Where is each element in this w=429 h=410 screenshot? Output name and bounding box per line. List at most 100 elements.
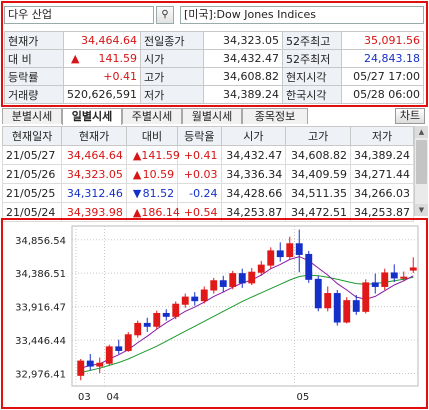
cell-low: 34,271.44 (350, 164, 414, 184)
cell-high: 34,608.82 (285, 145, 352, 165)
col-diff[interactable]: 대비 (125, 126, 179, 146)
candle-down (295, 243, 303, 255)
price-chart[interactable]: 34,856.54 34,386.51 33,916.47 33,446.44 32,9… (4, 222, 424, 406)
symbol-input[interactable]: 다우 산업 (4, 6, 154, 24)
table-row[interactable]: 21/05/26 34,323.05 ▲ 10.59 +0.03 34,336.34 34,… (1, 164, 414, 184)
x-tick-label: 04 (107, 392, 120, 403)
candle-down (115, 346, 123, 351)
chart-button[interactable]: 차트 (395, 108, 425, 124)
open-label: 시가 (140, 49, 204, 68)
cell-low: 34,253.87 (350, 202, 414, 222)
cell-high: 34,409.59 (285, 164, 352, 184)
cell-low: 34,266.03 (350, 183, 414, 203)
candle-up (77, 360, 85, 376)
tab-daily[interactable]: 일별시세 (62, 108, 122, 125)
plot-area (71, 225, 419, 387)
table-row[interactable]: 21/05/25 34,312.46 ▼ 81.52 -0.24 34,428.66 34,… (1, 183, 414, 203)
scroll-thumb[interactable] (416, 140, 427, 184)
cell-low: 34,389.24 (350, 145, 414, 165)
tab-bar: 분별시세 일별시세 주별시세 월별시세 종목정보 차트 (0, 108, 429, 125)
w52-low-label: 52주최저 (282, 49, 342, 68)
rate-label: 등락률 (4, 67, 64, 86)
candle-up (286, 243, 294, 258)
cell-high: 34,511.35 (285, 183, 352, 203)
tab-info[interactable]: 종목정보 (242, 108, 308, 124)
candle-up (400, 276, 408, 279)
cell-date: 21/05/25 (1, 183, 63, 203)
candle-down (86, 360, 94, 367)
x-tick-label: 05 (297, 392, 310, 403)
y-tick-label: 34,856.54 (15, 236, 66, 247)
low-value: 34,389.24 (203, 85, 283, 104)
tab-monthly[interactable]: 월별시세 (182, 108, 242, 124)
tab-minute[interactable]: 분별시세 (2, 108, 62, 124)
cell-close: 34,393.98 (61, 202, 127, 222)
high-value: 34,608.82 (203, 67, 283, 86)
candle-up (409, 267, 417, 271)
col-open[interactable]: 시가 (220, 126, 287, 146)
w52-low-value: 24,843.18 (341, 49, 424, 68)
candle-down (371, 282, 379, 287)
prev-close-value: 34,323.05 (203, 31, 283, 50)
change-label: 대 비 (4, 49, 64, 68)
current-value: 34,464.64 (63, 31, 141, 50)
col-close[interactable]: 현재가 (61, 126, 127, 146)
candle-down (162, 312, 170, 317)
candle-down (191, 296, 199, 302)
scroll-up-icon[interactable]: ▲ (415, 126, 428, 138)
candle-up (343, 300, 351, 323)
candle-up (181, 296, 189, 305)
candle-up (324, 293, 332, 309)
scroll-down-icon[interactable]: ▼ (415, 204, 428, 216)
cell-rate: +0.03 (177, 164, 222, 184)
col-low[interactable]: 저가 (350, 126, 414, 146)
volume-value: 520,626,591 (63, 85, 141, 104)
candle-up (172, 303, 180, 317)
candle-down (333, 293, 341, 323)
cell-open: 34,253.87 (220, 202, 287, 222)
prev-close-label: 전일종가 (140, 31, 204, 50)
candle-down (143, 322, 151, 327)
ma-long-line (80, 274, 414, 373)
candle-down (352, 300, 360, 312)
cell-rate: -0.24 (177, 183, 222, 203)
candle-up (229, 273, 237, 287)
cell-open: 34,336.34 (220, 164, 287, 184)
down-arrow-icon: ▼ (132, 186, 142, 200)
tab-weekly[interactable]: 주별시세 (122, 108, 182, 124)
cell-open: 34,432.47 (220, 145, 287, 165)
quote-table: 현재가 34,464.64 전일종가 34,323.05 52주최고 35,09… (4, 31, 424, 104)
col-high[interactable]: 고가 (285, 126, 352, 146)
cell-date: 21/05/26 (1, 164, 63, 184)
cell-diff: ▲ 186.14 (125, 202, 180, 222)
cell-date: 21/05/27 (1, 145, 63, 165)
candle-up (381, 272, 389, 287)
up-arrow-icon: ▲ (132, 148, 142, 162)
candle-up (362, 282, 370, 312)
table-row[interactable]: 21/05/24 34,393.98 ▲ 186.14 +0.54 34,253.87 34… (1, 202, 414, 222)
cell-rate: +0.54 (177, 202, 222, 222)
quote-panel-highlight (1, 1, 428, 107)
cell-rate: +0.41 (177, 145, 222, 165)
table-row[interactable]: 21/05/27 34,464.64 ▲ 141.59 +0.41 34,432.47 34… (1, 145, 414, 165)
candle-up (210, 280, 218, 291)
col-rate[interactable]: 등락율 (177, 126, 222, 146)
search-bar: 다우 산업 ▼ ⚲ [미국]:Dow Jones Indices (4, 6, 424, 26)
current-label: 현재가 (4, 31, 64, 50)
candle-down (314, 278, 322, 309)
up-arrow-icon: ▲ (132, 167, 142, 181)
candle-up (153, 312, 161, 327)
candle-up (124, 334, 132, 351)
cell-open: 34,428.66 (220, 183, 287, 203)
local-time-value: 05/27 17:00 (341, 67, 424, 86)
candle-up (257, 264, 265, 273)
col-date[interactable]: 현재일자 (1, 126, 63, 146)
y-tick-label: 34,386.51 (15, 269, 66, 280)
table-scrollbar[interactable]: ▲ ▼ (414, 126, 428, 216)
cell-diff: ▲ 141.59 (125, 145, 180, 165)
candle-down (305, 253, 313, 280)
search-button[interactable]: ⚲ (156, 6, 174, 24)
candle-up (200, 289, 208, 302)
high-label: 고가 (140, 67, 204, 86)
cell-date: 21/05/24 (1, 202, 63, 222)
